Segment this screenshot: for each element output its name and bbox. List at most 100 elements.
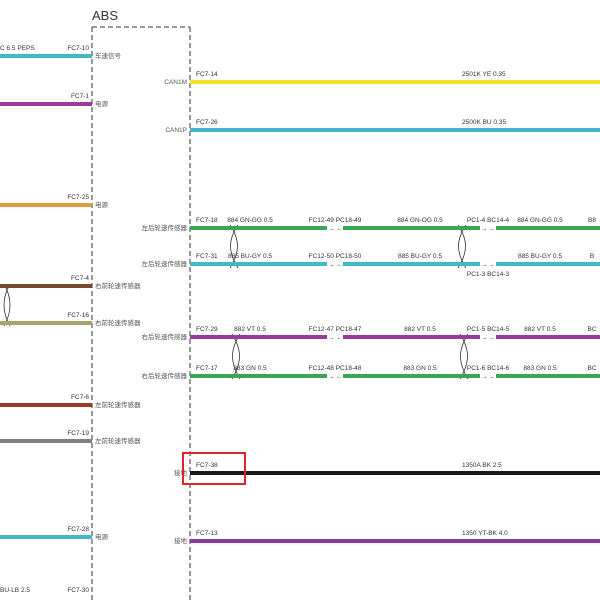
wire-spec-label: 882 VT 0.5: [404, 326, 436, 333]
wire-spec-label: B8: [588, 217, 596, 224]
inline-connector-label: FC12-48 PC18-48: [309, 365, 362, 372]
left-wire[interactable]: FC7-28 电源: [0, 526, 109, 541]
connector-label: FC7-38: [196, 462, 218, 469]
inline-connector-label: FC12-50 PC18-50: [309, 253, 362, 260]
connector-label: FC7-19: [67, 430, 89, 437]
wire-spec-label: 1350 YT-BK 4.0: [462, 530, 508, 537]
connector-arrow-icon: →: [481, 226, 488, 233]
wire-spec-label: 885 BU-GY 0.5: [398, 253, 442, 260]
abs-pin-label: 左前轮速传感器: [95, 436, 141, 445]
inline-connector-label: PC1-3 BC14-3: [467, 271, 510, 278]
abs-pin-label: 左后轮速传感器: [142, 223, 188, 232]
left-wire[interactable]: FC7-4 右前轮速传感器: [0, 275, 141, 290]
inline-connector-label: PC1-5 BC14-5: [467, 326, 510, 333]
wire-spec-label: 2500K BU 0.35: [462, 119, 506, 126]
left-wire[interactable]: FC7-25 电源: [0, 194, 109, 209]
wire-spec-label: 883 GN 0.5: [403, 365, 437, 372]
connector-label: FC7-10: [67, 45, 89, 52]
connector-label: FC7-4: [71, 275, 89, 282]
wire-spec-label: 2501K YE 0.35: [462, 71, 506, 78]
connector-label: FC7-1: [71, 93, 89, 100]
wire-spec-label: 883 GN 0.5: [233, 365, 267, 372]
connector-arrow-icon: ←: [489, 226, 496, 233]
left-wires: C 6.5 PEPS FC7-10 车速信号 FC7-1 电源 FC7-25 电源 FC7-4…: [0, 45, 141, 594]
abs-pin-label: CAN1P: [165, 127, 187, 134]
abs-pin-label: 右后轮速传感器: [142, 371, 188, 380]
wire-spec-label: B: [590, 253, 594, 260]
connector-arrow-icon: ←: [336, 374, 343, 381]
inline-connector-gap: [480, 373, 496, 379]
connector-arrow-icon: →: [328, 335, 335, 342]
left-wire[interactable]: FC7-19 左前轮速传感器: [0, 430, 141, 445]
right-wire[interactable]: 接地 FC7-13 1350 YT-BK 4.0: [174, 530, 600, 545]
connector-label: FC7-29: [196, 326, 218, 333]
connector-label: FC7-26: [196, 119, 218, 126]
abs-pin-label: 接地: [174, 468, 188, 477]
wire-spec-label: 882 VT 0.5: [234, 326, 266, 333]
twisted-pair-left-front-right: [3, 283, 11, 327]
abs-module-box: [91, 26, 191, 601]
twisted-pair-abs-rear-left: [229, 224, 467, 269]
connector-arrow-icon: →: [481, 335, 488, 342]
inline-connector-label: FC12-49 PC18-49: [309, 217, 362, 224]
wire-cut-label: C 6.5 PEPS: [0, 45, 35, 52]
wire-spec-label: 883 GN 0.5: [523, 365, 557, 372]
abs-pin-label: 右前轮速传感器: [95, 318, 141, 327]
right-wire[interactable]: 左后轮速传感器 FC7-18 884 GN-GG 0.5 FC12-49 PC18-4…: [142, 217, 600, 233]
wire-spec-label: 884 GN-GG 0.5: [517, 217, 563, 224]
wire-spec-label: BC: [587, 365, 596, 372]
connector-label: FC7-6: [71, 394, 89, 401]
abs-pin-label: 电源: [95, 200, 109, 209]
connector-label: FC7-16: [67, 312, 89, 319]
connector-arrow-icon: ←: [489, 374, 496, 381]
left-wire[interactable]: FC7-6 左前轮速传感器: [0, 394, 141, 409]
wire-spec-label: 885 BU-GY 0.5: [518, 253, 562, 260]
connector-arrow-icon: ←: [336, 226, 343, 233]
connector-arrow-icon: ←: [489, 262, 496, 269]
connector-label: FC7-30: [67, 587, 89, 594]
wire-spec-label: 1350A BK 2.5: [462, 462, 502, 469]
wire-cut-label: BU-LB 2.5: [0, 587, 30, 594]
connector-arrow-icon: →: [328, 226, 335, 233]
right-wire[interactable]: CAN1M FC7-14 2501K YE 0.35: [164, 71, 600, 86]
connector-label: FC7-25: [67, 194, 89, 201]
right-wire[interactable]: 左后轮速传感器 FC7-31 885 BU-GY 0.5 FC12-50 PC18-5…: [142, 253, 600, 278]
left-wire[interactable]: BU-LB 2.5 FC7-30: [0, 587, 89, 594]
abs-pin-label: 电源: [95, 532, 109, 541]
connector-arrow-icon: →: [328, 262, 335, 269]
wire-spec-label: 882 VT 0.5: [524, 326, 556, 333]
connector-label: FC7-18: [196, 217, 218, 224]
connector-arrow-icon: →: [328, 374, 335, 381]
abs-pin-label: 左前轮速传感器: [95, 400, 141, 409]
abs-pin-label: CAN1M: [164, 79, 187, 86]
left-wire[interactable]: C 6.5 PEPS FC7-10 车速信号: [0, 45, 122, 60]
abs-pin-label: 接地: [174, 536, 188, 545]
right-wire[interactable]: 接地 FC7-38 1350A BK 2.5: [174, 462, 600, 477]
abs-pin-label: 电源: [95, 99, 109, 108]
inline-connector-gap: [327, 225, 343, 231]
connector-arrow-icon: ←: [489, 335, 496, 342]
connector-arrow-icon: →: [481, 262, 488, 269]
connector-label: FC7-13: [196, 530, 218, 537]
right-wire[interactable]: CAN1P FC7-26 2500K BU 0.35: [165, 119, 600, 134]
inline-connector-label: PC1-6 BC14-6: [467, 365, 510, 372]
connector-label: FC7-28: [67, 526, 89, 533]
connector-label: FC7-17: [196, 365, 218, 372]
inline-connector-gap: [327, 373, 343, 379]
abs-pin-label: 右后轮速传感器: [142, 332, 188, 341]
twisted-pair-abs-rear-right: [231, 333, 469, 380]
wire-spec-label: BC: [587, 326, 596, 333]
connector-arrow-icon: ←: [336, 262, 343, 269]
wire-spec-label: 884 GN-OG 0.5: [397, 217, 443, 224]
left-wire[interactable]: FC7-16 右前轮速传感器: [0, 312, 141, 327]
wire-spec-label: 885 BU-GY 0.5: [228, 253, 272, 260]
connector-arrow-icon: →: [481, 374, 488, 381]
left-wire[interactable]: FC7-1 电源: [0, 93, 109, 108]
module-title: ABS: [92, 8, 118, 23]
inline-connector-gap: [480, 261, 496, 267]
right-wires: CAN1M FC7-14 2501K YE 0.35 CAN1P FC7-26 2500K…: [142, 71, 600, 545]
abs-pin-label: 车速信号: [95, 51, 122, 60]
